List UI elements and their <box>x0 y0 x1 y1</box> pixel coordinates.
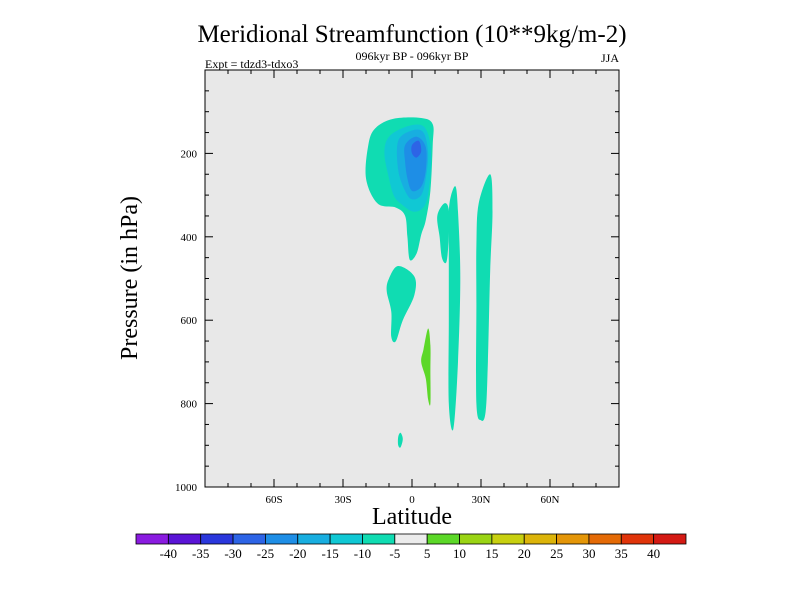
colorbar-swatch <box>588 533 622 545</box>
colorbar-swatch <box>556 533 590 545</box>
colorbar-label: -20 <box>289 546 306 561</box>
chart-title: Meridional Streamfunction (10**9kg/m-2) <box>197 21 626 48</box>
colorbar-label: 15 <box>485 546 498 561</box>
colorbar-label: 35 <box>615 546 628 561</box>
colorbar-swatch <box>459 533 493 545</box>
colorbar-swatch <box>167 533 202 545</box>
y-tick-label: 600 <box>181 315 198 327</box>
colorbar-swatch <box>426 533 460 545</box>
x-tick-label: 30S <box>334 494 351 506</box>
chart-subtitle: 096kyr BP - 096kyr BP <box>356 49 469 63</box>
colorbar: -40 -35 -30 -25 -20 -15 -10 -5 5 10 15 20 25 30 35 40 <box>135 533 687 561</box>
colorbar-label: 20 <box>518 546 531 561</box>
colorbar-label: 10 <box>453 546 466 561</box>
colorbar-swatch <box>200 533 234 545</box>
contour-low-cell-plus5 <box>421 328 431 406</box>
colorbar-swatch <box>232 533 266 545</box>
y-tick-label: 800 <box>181 399 198 411</box>
x-axis-label: Latitude <box>372 504 452 530</box>
y-axis-ticks: 200 400 600 800 1000 <box>175 69 619 494</box>
colorbar-label: -40 <box>160 546 177 561</box>
season-label: JJA <box>601 51 619 65</box>
y-tick-label: 400 <box>181 232 198 244</box>
contour-mid-cell-minus5 <box>386 265 417 343</box>
colorbar-swatch <box>394 533 428 545</box>
x-tick-label: 30N <box>472 494 491 506</box>
colorbar-swatch <box>265 533 299 545</box>
x-tick-label: 0 <box>409 494 415 506</box>
colorbar-swatch <box>362 533 396 545</box>
colorbar-label: -25 <box>257 546 274 561</box>
colorbar-swatch <box>329 533 363 545</box>
contour-upper-cell-minus25 <box>411 140 422 158</box>
y-tick-label: 1000 <box>175 482 198 494</box>
contour-column-b-minus5 <box>448 186 461 431</box>
colorbar-label: -30 <box>224 546 241 561</box>
colorbar-label: -10 <box>354 546 371 561</box>
x-axis-ticks: 60S 30S 0 30N 60N <box>204 70 620 506</box>
colorbar-label: -15 <box>321 546 338 561</box>
colorbar-swatch <box>135 533 169 545</box>
colorbar-label: -5 <box>389 546 400 561</box>
colorbar-label: 5 <box>424 546 431 561</box>
contour-column-a-minus5 <box>437 203 450 264</box>
colorbar-label: 40 <box>647 546 660 561</box>
colorbar-swatch <box>653 533 687 545</box>
colorbar-swatch <box>297 533 331 545</box>
contour-column-c-minus5 <box>476 174 493 421</box>
x-tick-label: 60S <box>265 494 282 506</box>
colorbar-swatch <box>620 533 655 545</box>
x-tick-label: 60N <box>541 494 560 506</box>
colorbar-swatch <box>523 533 557 545</box>
y-tick-label: 200 <box>181 148 198 160</box>
y-axis-label: Pressure (in hPa) <box>117 196 143 360</box>
colorbar-label: 30 <box>582 546 595 561</box>
experiment-label: Expt = tdzd3-tdxo3 <box>205 57 298 71</box>
contour-layer <box>365 117 493 448</box>
contour-surface-spot-minus5 <box>397 432 403 448</box>
colorbar-swatch <box>491 533 525 545</box>
colorbar-label: -35 <box>192 546 209 561</box>
colorbar-label: 25 <box>550 546 563 561</box>
